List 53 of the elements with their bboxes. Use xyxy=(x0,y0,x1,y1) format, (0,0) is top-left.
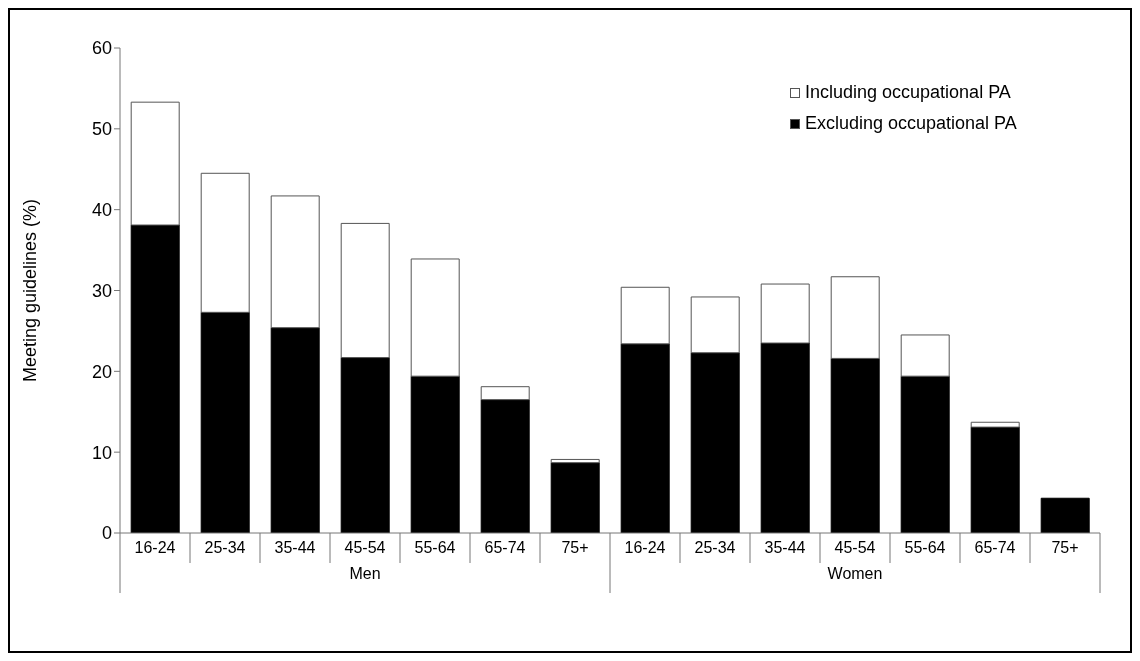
y-tick-label: 60 xyxy=(91,38,112,59)
y-tick-label: 50 xyxy=(91,119,112,140)
bar xyxy=(620,343,670,533)
bar xyxy=(550,462,600,533)
bar xyxy=(340,357,390,533)
bar xyxy=(830,276,880,359)
bar xyxy=(760,283,810,344)
bar xyxy=(900,375,950,533)
bar xyxy=(410,258,460,377)
x-tick-label: 25-34 xyxy=(204,539,246,556)
legend-label: Including occupational PA xyxy=(805,82,1011,103)
bar xyxy=(550,458,600,464)
bar xyxy=(270,195,320,329)
bar xyxy=(900,334,950,377)
text: Women xyxy=(827,565,883,582)
x-tick-label: 55-64 xyxy=(414,539,456,556)
bar xyxy=(690,296,740,354)
text: Men xyxy=(349,565,381,582)
x-tick-label: 65-74 xyxy=(484,539,526,556)
bar xyxy=(270,327,320,533)
x-tick-label: 55-64 xyxy=(904,539,946,556)
y-axis-title: Meeting guidelines (%) xyxy=(20,198,41,383)
bar xyxy=(130,101,180,226)
bar xyxy=(130,224,180,533)
bar xyxy=(200,311,250,533)
x-tick-label: 35-44 xyxy=(764,539,806,556)
x-tick-label: 35-44 xyxy=(274,539,316,556)
bar xyxy=(690,352,740,533)
x-tick-label: 45-54 xyxy=(344,539,386,556)
legend-label: Excluding occupational PA xyxy=(805,113,1017,134)
y-tick-label: 20 xyxy=(91,361,112,382)
bar xyxy=(480,386,530,401)
x-tick-label: 16-24 xyxy=(134,539,176,556)
y-tick-label: 10 xyxy=(91,442,112,463)
bar xyxy=(830,357,880,533)
x-tick-label: 75+ xyxy=(561,539,589,556)
bar xyxy=(200,172,250,313)
bar xyxy=(410,375,460,533)
bar xyxy=(760,342,810,533)
bar xyxy=(970,426,1020,533)
bar xyxy=(620,286,670,345)
bar xyxy=(1040,497,1090,533)
x-tick-label: 16-24 xyxy=(624,539,666,556)
y-tick-label: 30 xyxy=(91,280,112,301)
x-tick-label: 45-54 xyxy=(834,539,876,556)
bar xyxy=(480,399,530,533)
bar xyxy=(340,222,390,359)
x-tick-label: 75+ xyxy=(1051,539,1079,556)
bar xyxy=(970,421,1020,428)
x-tick-label: 65-74 xyxy=(974,539,1016,556)
y-tick-label: 40 xyxy=(91,200,112,221)
x-tick-label: 25-34 xyxy=(694,539,736,556)
y-tick-label: 0 xyxy=(101,523,112,544)
